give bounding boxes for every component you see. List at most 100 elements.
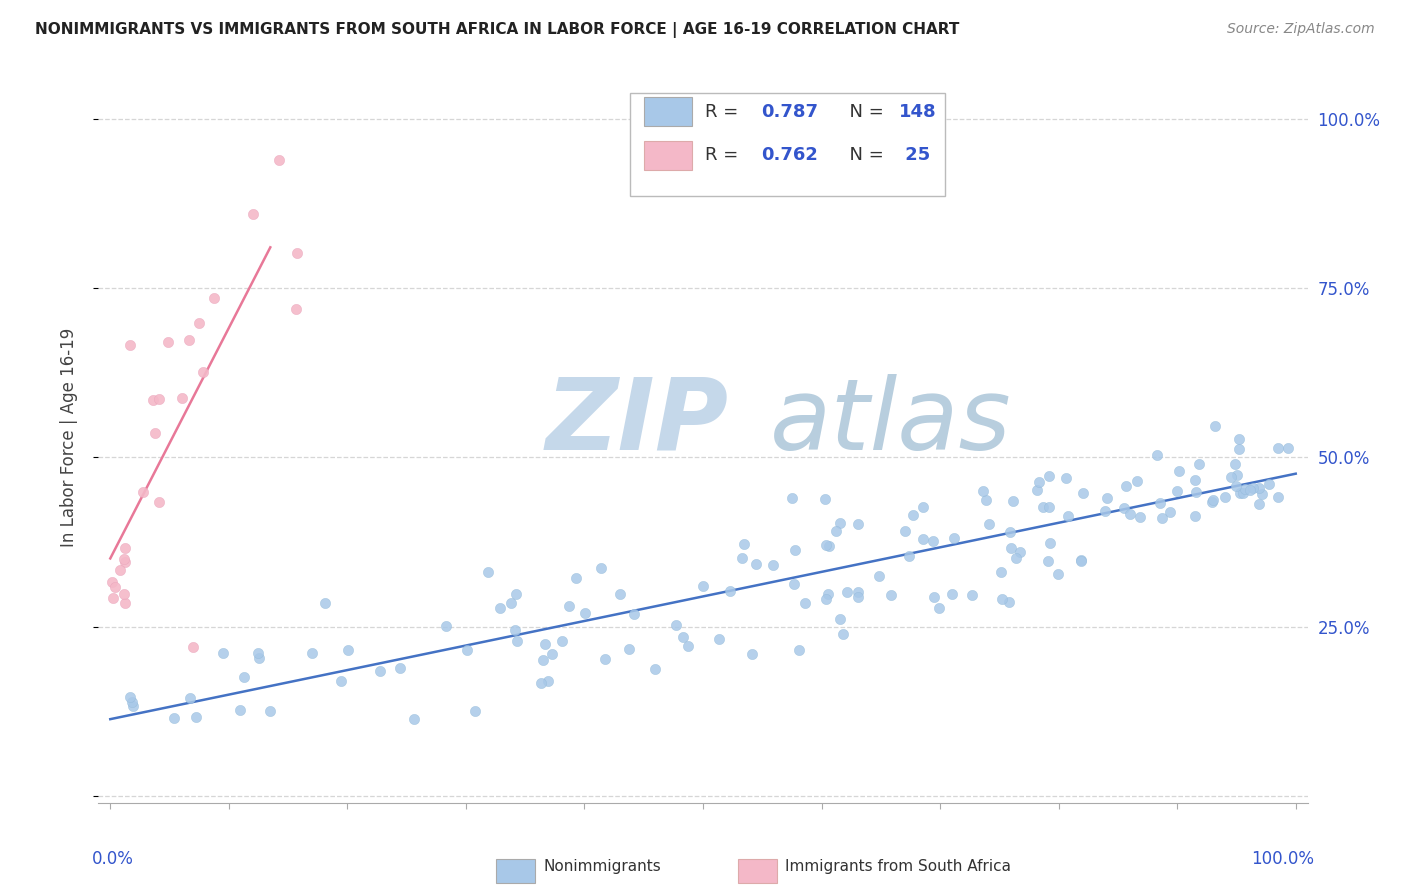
Point (1225, 457, 1247, 471)
Point (162, 711, 184, 725)
Point (233, 670, 256, 684)
Point (114, 596, 136, 610)
Point (314, 596, 336, 610)
Point (368, 664, 391, 678)
Point (817, 587, 839, 601)
Point (741, 647, 763, 661)
Point (818, 539, 841, 553)
Point (148, 495, 170, 509)
Text: R =: R = (706, 103, 744, 120)
Point (464, 704, 486, 718)
Point (259, 704, 281, 718)
Point (921, 534, 943, 549)
Point (506, 633, 529, 648)
Text: Nonimmigrants: Nonimmigrants (543, 859, 661, 874)
Point (1046, 567, 1069, 582)
Point (762, 558, 785, 572)
Point (179, 691, 201, 706)
Point (998, 525, 1021, 540)
Point (591, 561, 613, 575)
Point (941, 587, 963, 601)
Text: R =: R = (706, 146, 744, 164)
Point (780, 491, 803, 505)
Point (103, 591, 125, 605)
Point (1188, 457, 1211, 471)
Point (132, 485, 155, 500)
Point (247, 646, 270, 660)
Point (551, 633, 574, 648)
Point (530, 676, 553, 690)
FancyBboxPatch shape (644, 97, 692, 127)
Text: Source: ZipAtlas.com: Source: ZipAtlas.com (1227, 22, 1375, 37)
Text: 25: 25 (898, 146, 931, 164)
Point (814, 492, 837, 507)
Point (112, 552, 135, 566)
Point (1125, 474, 1147, 488)
Point (1185, 484, 1208, 499)
Point (1149, 496, 1171, 510)
Point (285, 246, 308, 260)
Point (541, 647, 564, 661)
Point (1184, 508, 1206, 523)
Point (922, 590, 945, 604)
Point (1168, 464, 1191, 478)
Point (122, 699, 145, 714)
Text: N =: N = (838, 146, 890, 164)
FancyBboxPatch shape (496, 859, 534, 882)
Point (108, 563, 131, 577)
Point (229, 702, 252, 716)
Point (456, 643, 478, 657)
Point (977, 517, 1000, 532)
Point (531, 652, 554, 666)
Point (1070, 554, 1092, 568)
Point (617, 642, 640, 657)
Point (1038, 468, 1060, 483)
Point (943, 531, 966, 545)
Point (285, 302, 308, 317)
Point (846, 517, 869, 532)
Point (1277, 442, 1299, 456)
Point (574, 606, 596, 620)
Point (1226, 467, 1249, 482)
Point (814, 591, 837, 606)
Point (644, 662, 666, 676)
Text: 148: 148 (898, 103, 936, 120)
Point (1119, 507, 1142, 521)
Point (503, 623, 526, 637)
Point (676, 639, 699, 653)
Point (1204, 418, 1226, 433)
Point (104, 580, 127, 594)
Point (832, 627, 855, 641)
Text: 0.762: 0.762 (761, 146, 818, 164)
Point (1227, 442, 1250, 457)
Point (148, 392, 170, 407)
Point (623, 607, 645, 621)
Point (1267, 441, 1289, 455)
Point (991, 591, 1014, 606)
Point (402, 712, 425, 726)
Point (505, 587, 527, 601)
Point (718, 583, 741, 598)
Point (488, 600, 510, 615)
Point (1028, 475, 1050, 489)
Point (1008, 544, 1031, 558)
Point (972, 484, 994, 499)
Point (1115, 479, 1137, 493)
FancyBboxPatch shape (738, 859, 776, 882)
Point (733, 537, 755, 551)
Point (1232, 486, 1254, 500)
FancyBboxPatch shape (630, 94, 945, 195)
Point (1071, 486, 1094, 500)
Point (731, 550, 754, 565)
Point (537, 673, 560, 688)
Point (1152, 511, 1174, 525)
Text: NONIMMIGRANTS VS IMMIGRANTS FROM SOUTH AFRICA IN LABOR FORCE | AGE 16-19 CORRELA: NONIMMIGRANTS VS IMMIGRANTS FROM SOUTH A… (35, 22, 959, 38)
Point (1201, 495, 1223, 509)
Point (1094, 504, 1116, 518)
Point (903, 508, 925, 523)
Point (665, 617, 688, 632)
Point (1032, 500, 1054, 515)
Point (191, 365, 214, 379)
Point (1227, 433, 1250, 447)
Point (112, 587, 135, 601)
